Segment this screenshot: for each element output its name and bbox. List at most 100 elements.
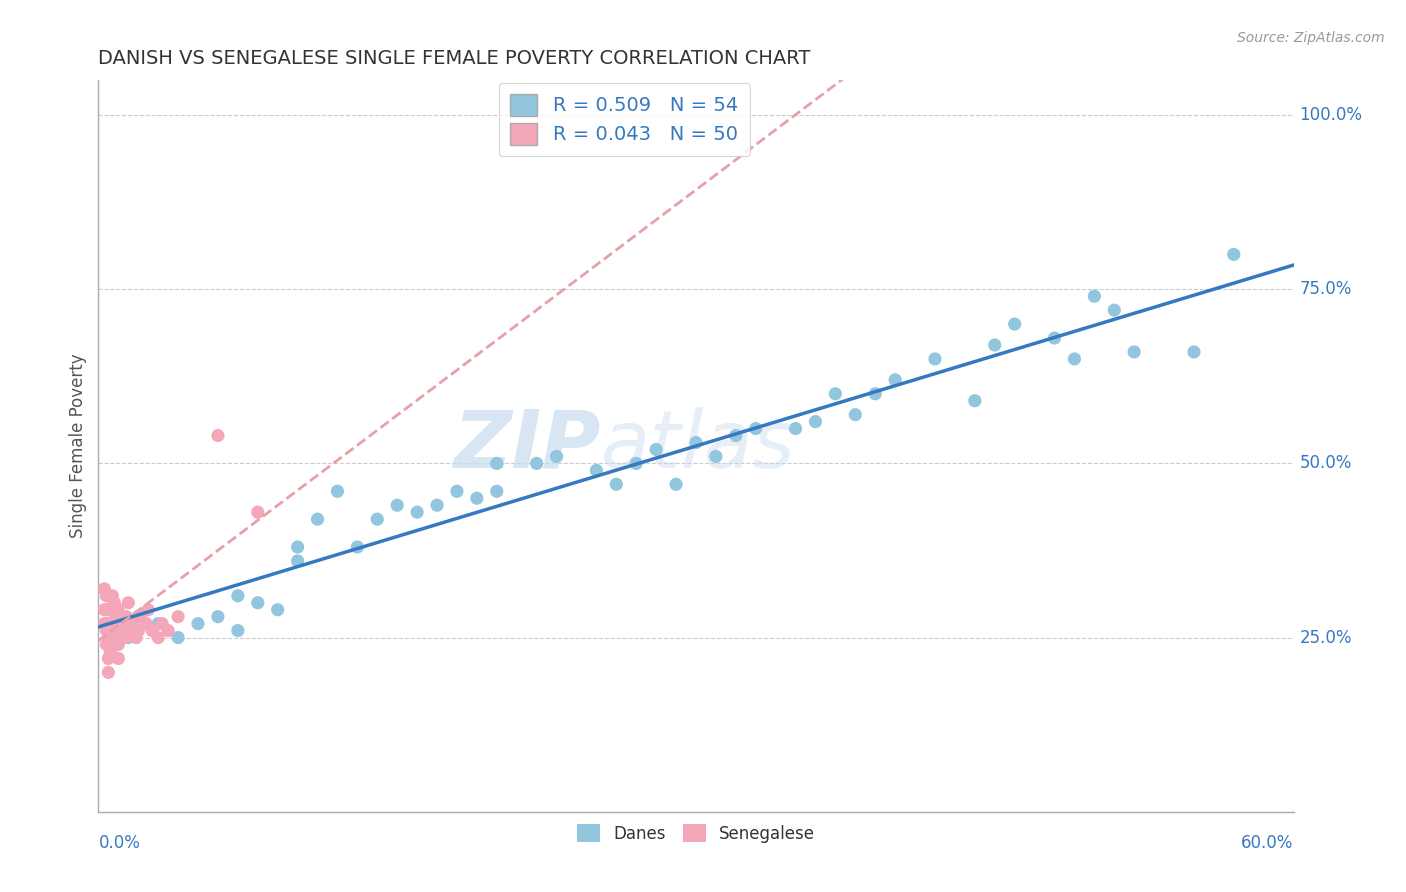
Point bbox=[121, 616, 143, 631]
Point bbox=[105, 631, 128, 645]
Point bbox=[117, 596, 139, 610]
Point bbox=[884, 373, 907, 387]
Point bbox=[105, 609, 128, 624]
Point bbox=[107, 638, 129, 652]
Point bbox=[465, 491, 488, 506]
Point bbox=[585, 463, 607, 477]
Point bbox=[645, 442, 668, 457]
Point bbox=[107, 651, 129, 665]
Point bbox=[226, 589, 249, 603]
Point bbox=[287, 540, 309, 554]
Point bbox=[103, 596, 125, 610]
Point bbox=[924, 351, 946, 366]
Point bbox=[117, 624, 139, 638]
Point bbox=[103, 638, 125, 652]
Point bbox=[207, 428, 229, 442]
Point bbox=[1182, 345, 1205, 359]
Point bbox=[1123, 345, 1146, 359]
Point bbox=[1223, 247, 1246, 261]
Text: ZIP: ZIP bbox=[453, 407, 600, 485]
Point bbox=[127, 609, 149, 624]
Point bbox=[1063, 351, 1085, 366]
Point bbox=[526, 457, 548, 471]
Point bbox=[97, 624, 120, 638]
Point bbox=[984, 338, 1007, 352]
Point bbox=[1004, 317, 1026, 331]
Point bbox=[605, 477, 627, 491]
Point bbox=[97, 638, 120, 652]
Point bbox=[111, 616, 134, 631]
Point bbox=[101, 589, 124, 603]
Point bbox=[93, 603, 115, 617]
Point bbox=[101, 616, 124, 631]
Point bbox=[287, 554, 309, 568]
Point bbox=[246, 596, 269, 610]
Point bbox=[226, 624, 249, 638]
Point bbox=[96, 638, 118, 652]
Point bbox=[107, 616, 129, 631]
Text: 50.0%: 50.0% bbox=[1299, 454, 1353, 473]
Point bbox=[129, 609, 152, 624]
Point bbox=[150, 616, 173, 631]
Point bbox=[865, 386, 887, 401]
Point bbox=[167, 609, 190, 624]
Point bbox=[148, 631, 170, 645]
Point bbox=[117, 631, 139, 645]
Point bbox=[704, 450, 727, 464]
Point bbox=[112, 631, 135, 645]
Point bbox=[93, 616, 115, 631]
Text: 100.0%: 100.0% bbox=[1299, 106, 1362, 124]
Point bbox=[724, 428, 747, 442]
Point bbox=[385, 498, 409, 512]
Text: 0.0%: 0.0% bbox=[98, 834, 141, 852]
Point bbox=[366, 512, 388, 526]
Point bbox=[626, 457, 648, 471]
Point bbox=[127, 624, 149, 638]
Text: Source: ZipAtlas.com: Source: ZipAtlas.com bbox=[1237, 31, 1385, 45]
Point bbox=[1083, 289, 1105, 303]
Point bbox=[326, 484, 349, 499]
Point bbox=[785, 421, 807, 435]
Point bbox=[135, 616, 157, 631]
Point bbox=[187, 616, 209, 631]
Point bbox=[207, 609, 229, 624]
Point bbox=[98, 644, 122, 658]
Point bbox=[97, 589, 120, 603]
Point bbox=[97, 651, 120, 665]
Point bbox=[267, 603, 290, 617]
Point bbox=[141, 624, 163, 638]
Point bbox=[96, 624, 118, 638]
Point bbox=[963, 393, 986, 408]
Point bbox=[98, 624, 122, 638]
Point bbox=[97, 603, 120, 617]
Point bbox=[546, 450, 568, 464]
Point bbox=[485, 457, 508, 471]
Point bbox=[97, 631, 120, 645]
Point bbox=[101, 603, 124, 617]
Point bbox=[167, 631, 190, 645]
Point bbox=[685, 435, 707, 450]
Point bbox=[107, 603, 129, 617]
Point bbox=[97, 665, 120, 680]
Y-axis label: Single Female Poverty: Single Female Poverty bbox=[69, 354, 87, 538]
Point bbox=[107, 624, 129, 638]
Point bbox=[93, 582, 115, 596]
Point bbox=[307, 512, 329, 526]
Point bbox=[157, 624, 180, 638]
Point bbox=[125, 631, 148, 645]
Point bbox=[101, 638, 124, 652]
Point bbox=[246, 505, 269, 519]
Point bbox=[97, 624, 120, 638]
Point bbox=[446, 484, 468, 499]
Point bbox=[844, 408, 866, 422]
Point bbox=[115, 609, 138, 624]
Text: DANISH VS SENEGALESE SINGLE FEMALE POVERTY CORRELATION CHART: DANISH VS SENEGALESE SINGLE FEMALE POVER… bbox=[98, 48, 811, 68]
Point bbox=[485, 484, 508, 499]
Point bbox=[136, 603, 159, 617]
Point bbox=[346, 540, 368, 554]
Point bbox=[103, 624, 125, 638]
Point bbox=[96, 589, 118, 603]
Point bbox=[127, 624, 149, 638]
Point bbox=[745, 421, 768, 435]
Text: 75.0%: 75.0% bbox=[1299, 280, 1353, 298]
